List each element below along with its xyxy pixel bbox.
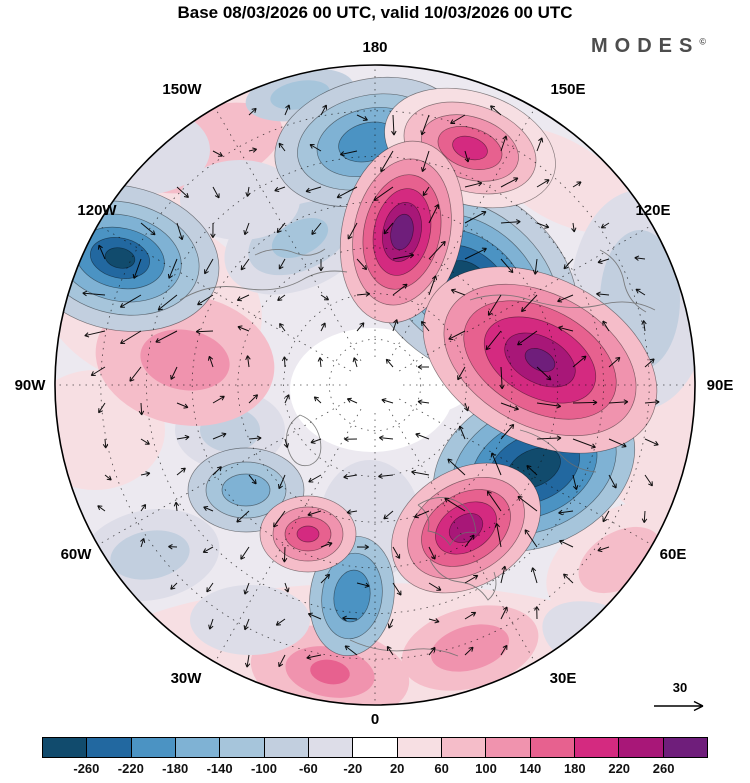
colorbar-segment-14 — [663, 738, 707, 757]
colorbar-segment-6 — [308, 738, 354, 757]
colorbar-segment-9 — [441, 738, 487, 757]
copyright-icon: © — [699, 36, 706, 47]
lon-label-0: 0 — [371, 711, 379, 728]
reference-vector: 30 — [654, 680, 704, 712]
lon-label-150w: 150W — [162, 81, 202, 98]
reference-arrow-icon — [654, 700, 704, 712]
modes-logo: MODES© — [591, 35, 706, 58]
map-boundary-circle — [54, 64, 696, 706]
colorbar-segment-7 — [353, 738, 398, 757]
lon-label-60w: 60W — [61, 546, 93, 563]
chart-title: Base 08/03/2026 00 UTC, valid 10/03/2026… — [177, 3, 573, 22]
reference-vector-label: 30 — [673, 680, 687, 695]
colorbar — [42, 737, 708, 758]
colorbar-segment-13 — [619, 738, 664, 757]
colorbar-segment-12 — [574, 738, 620, 757]
lon-label-60e: 60E — [660, 546, 687, 563]
lon-label-120e: 120E — [635, 202, 670, 219]
lon-label-90e: 90E — [707, 377, 734, 394]
lon-label-30w: 30W — [171, 670, 203, 687]
colorbar-segment-2 — [131, 738, 176, 757]
wind-arrows — [82, 104, 660, 668]
lon-label-150e: 150E — [550, 81, 585, 98]
colorbar-segment-4 — [220, 738, 265, 757]
coastlines — [179, 248, 656, 657]
modes-logo-text: MODES — [591, 35, 700, 57]
lon-label-120w: 120W — [77, 202, 117, 219]
lon-label-90w: 90W — [15, 377, 47, 394]
colorbar-segment-8 — [397, 738, 442, 757]
colorbar-segment-11 — [530, 738, 575, 757]
colorbar-segment-1 — [87, 738, 132, 757]
lon-label-180: 180 — [362, 39, 387, 56]
colorbar-segment-3 — [175, 738, 221, 757]
colorbar-segment-5 — [264, 738, 309, 757]
anomaly-field — [55, 65, 695, 705]
colorbar-segment-0 — [43, 738, 88, 757]
map-generated-layers — [55, 65, 695, 705]
graticule — [56, 66, 694, 704]
colorbar-segment-10 — [486, 738, 531, 757]
lon-label-30e: 30E — [550, 670, 577, 687]
longitude-labels: 180 150W 150E 120W 120E 90W 90E 60W 60E … — [15, 39, 734, 728]
